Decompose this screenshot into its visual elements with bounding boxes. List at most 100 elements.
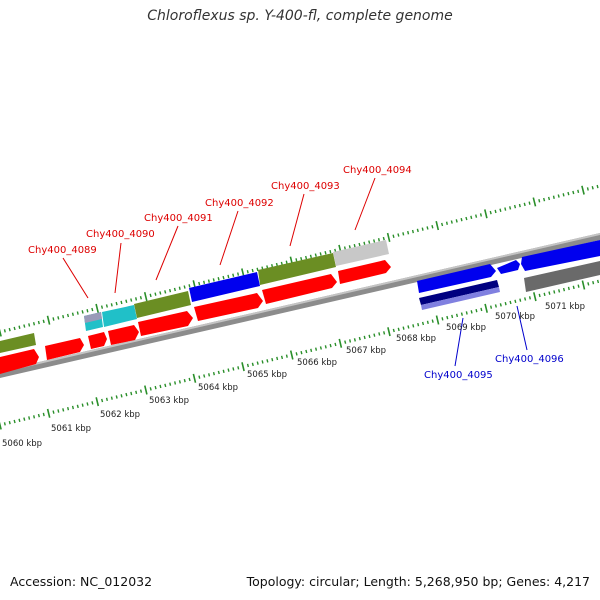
minor-tick bbox=[567, 191, 570, 196]
minor-tick bbox=[411, 229, 414, 234]
minor-tick bbox=[212, 371, 215, 376]
minor-tick bbox=[475, 214, 478, 218]
minor-tick bbox=[178, 286, 181, 290]
minor-tick bbox=[217, 370, 220, 375]
lower-scale-ticks bbox=[0, 279, 600, 430]
minor-tick bbox=[173, 287, 176, 292]
major-tick bbox=[532, 197, 537, 207]
genome-summary-text: Topology: circular; Length: 5,268,950 bp… bbox=[246, 574, 590, 589]
minor-tick bbox=[353, 338, 356, 342]
minor-tick bbox=[115, 395, 118, 399]
leader-4090 bbox=[114, 242, 122, 294]
minor-tick bbox=[562, 287, 566, 292]
minor-tick bbox=[519, 298, 522, 302]
scale-label: 5064 kbp bbox=[198, 383, 238, 393]
minor-tick bbox=[524, 297, 527, 301]
gene-red-7 bbox=[262, 274, 337, 304]
minor-tick bbox=[368, 240, 371, 244]
minor-tick bbox=[475, 308, 478, 313]
minor-tick bbox=[125, 392, 128, 397]
minor-tick bbox=[416, 228, 419, 233]
leader-4091 bbox=[155, 225, 179, 281]
scale-label: 5067 kbp bbox=[346, 346, 386, 356]
gene-red-left bbox=[0, 349, 39, 374]
minor-tick bbox=[547, 196, 551, 201]
minor-tick bbox=[382, 236, 385, 241]
minor-tick bbox=[538, 199, 541, 203]
minor-tick bbox=[305, 349, 308, 354]
minor-tick bbox=[198, 375, 201, 379]
minor-tick bbox=[470, 215, 473, 220]
gene-gray-4094 bbox=[333, 240, 389, 266]
minor-tick bbox=[13, 326, 16, 331]
minor-tick bbox=[426, 320, 429, 325]
minor-tick bbox=[543, 197, 546, 202]
minor-tick bbox=[373, 333, 376, 337]
minor-tick bbox=[577, 284, 580, 288]
minor-tick bbox=[538, 293, 541, 298]
scale-label: 5063 kbp bbox=[149, 396, 189, 406]
minor-tick bbox=[125, 299, 128, 303]
gene-red-6 bbox=[194, 293, 263, 321]
minor-tick bbox=[586, 187, 589, 191]
minor-tick bbox=[164, 290, 167, 294]
minor-tick bbox=[227, 274, 230, 279]
minor-tick bbox=[33, 415, 36, 419]
gene-gray-small bbox=[84, 312, 102, 323]
minor-tick bbox=[183, 285, 186, 289]
minor-tick bbox=[309, 254, 312, 259]
major-tick bbox=[0, 328, 2, 337]
major-tick bbox=[46, 408, 51, 418]
minor-tick bbox=[57, 409, 60, 413]
minor-tick bbox=[455, 219, 458, 223]
minor-tick bbox=[227, 368, 230, 372]
minor-tick bbox=[499, 303, 502, 307]
minor-tick bbox=[222, 369, 225, 374]
minor-tick bbox=[285, 354, 288, 358]
upper-scale-ticks bbox=[0, 184, 599, 337]
minor-tick bbox=[120, 394, 123, 398]
gene-darkgray-right bbox=[524, 261, 600, 292]
minor-tick bbox=[358, 336, 361, 341]
minor-tick bbox=[159, 291, 162, 295]
minor-tick bbox=[18, 418, 21, 423]
minor-tick bbox=[426, 226, 429, 230]
gene-label-4092: Chy400_4092 bbox=[205, 198, 274, 209]
major-tick bbox=[581, 185, 585, 195]
minor-tick bbox=[518, 203, 521, 208]
gene-red-4 bbox=[108, 325, 139, 345]
minor-tick bbox=[130, 298, 133, 302]
minor-tick bbox=[402, 232, 405, 236]
minor-tick bbox=[42, 319, 45, 324]
minor-tick bbox=[392, 234, 395, 238]
leader-lines bbox=[62, 177, 528, 367]
minor-tick bbox=[295, 258, 298, 262]
gene-blue-4095a bbox=[417, 264, 496, 293]
minor-tick bbox=[421, 227, 424, 231]
gene-label-4096: Chy400_4096 bbox=[495, 354, 564, 365]
gene-blue-4092 bbox=[189, 272, 260, 302]
minor-tick bbox=[441, 222, 444, 227]
minor-tick bbox=[412, 324, 415, 328]
minor-tick bbox=[353, 243, 356, 248]
minor-tick bbox=[305, 255, 308, 260]
minor-tick bbox=[280, 355, 284, 360]
minor-tick bbox=[37, 413, 40, 418]
gene-label-4089: Chy400_4089 bbox=[28, 245, 97, 256]
minor-tick bbox=[450, 220, 453, 224]
minor-tick bbox=[592, 280, 595, 285]
major-tick bbox=[387, 327, 391, 337]
genome-backbone-highlight bbox=[0, 233, 600, 373]
minor-tick bbox=[256, 361, 259, 365]
minor-tick bbox=[81, 403, 84, 407]
minor-tick bbox=[557, 194, 560, 198]
minor-tick bbox=[86, 309, 89, 313]
minor-tick bbox=[479, 213, 482, 217]
major-tick bbox=[241, 362, 245, 372]
minor-tick bbox=[494, 209, 497, 214]
minor-tick bbox=[489, 210, 492, 215]
scale-label: 5065 kbp bbox=[247, 370, 287, 380]
minor-tick bbox=[285, 260, 288, 264]
minor-tick bbox=[188, 377, 191, 382]
gene-label-4090: Chy400_4090 bbox=[86, 229, 155, 240]
